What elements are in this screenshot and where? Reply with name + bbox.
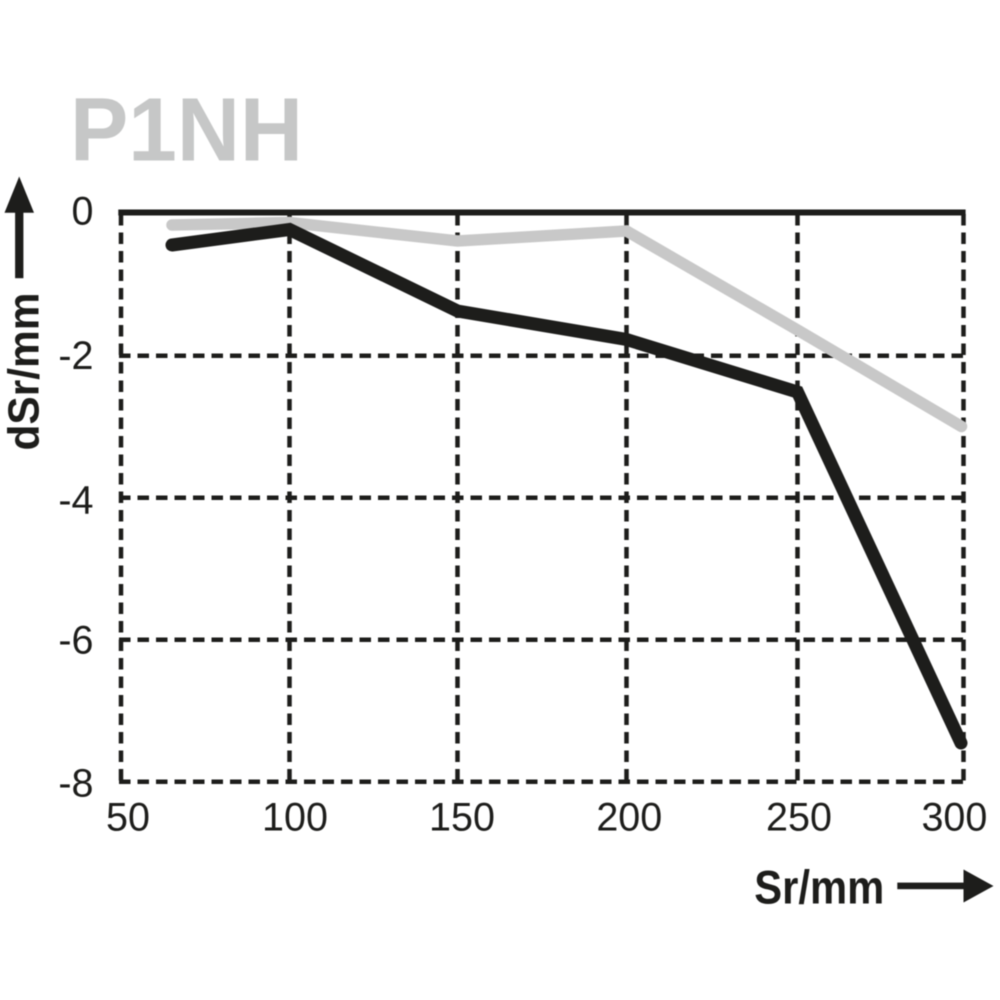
svg-text:-4: -4: [58, 479, 93, 523]
svg-text:-8: -8: [58, 762, 93, 806]
svg-text:dSr/mm: dSr/mm: [0, 293, 49, 451]
svg-text:Sr/mm: Sr/mm: [754, 860, 884, 913]
svg-text:200: 200: [596, 796, 662, 840]
svg-text:100: 100: [262, 796, 328, 840]
svg-text:-2: -2: [58, 334, 93, 378]
svg-text:-6: -6: [58, 619, 93, 663]
svg-text:0: 0: [72, 190, 94, 234]
svg-text:250: 250: [766, 796, 832, 840]
svg-text:300: 300: [921, 796, 987, 840]
svg-text:P1NH: P1NH: [70, 81, 303, 181]
svg-text:150: 150: [429, 796, 495, 840]
svg-text:50: 50: [106, 796, 150, 840]
